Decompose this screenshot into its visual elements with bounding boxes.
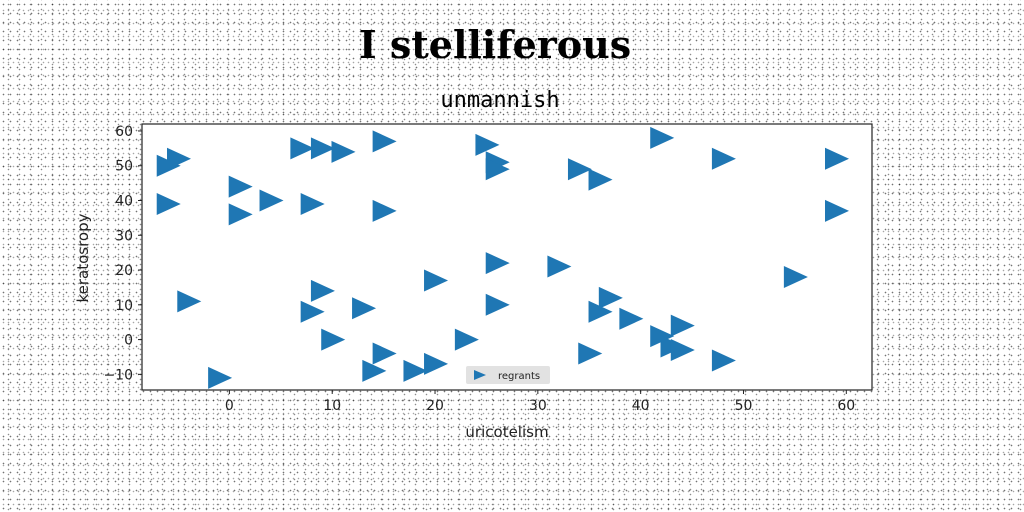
- data-point: [670, 339, 695, 362]
- data-point: [331, 140, 356, 163]
- axis-ticks-group: 0 10 20 30 40 50 60 −10 0 10 20 30 40 50 60: [103, 124, 855, 414]
- data-point: [485, 293, 510, 316]
- x-tick-label: 60: [837, 398, 855, 414]
- x-tick-label: 10: [323, 398, 341, 414]
- chart-title: I stelliferous: [358, 22, 632, 67]
- data-point: [259, 189, 284, 212]
- data-point: [352, 297, 377, 320]
- x-axis-label: uricotelism: [465, 423, 548, 441]
- legend-marker: [474, 370, 486, 380]
- x-tick-label: 20: [426, 398, 444, 414]
- data-point: [454, 328, 479, 351]
- data-point: [650, 325, 675, 348]
- data-point: [310, 137, 335, 160]
- data-point: [485, 252, 510, 275]
- data-point: [208, 366, 233, 389]
- data-points-group: [156, 126, 850, 389]
- data-point: [321, 328, 346, 351]
- data-point: [424, 269, 449, 292]
- data-point: [547, 255, 572, 278]
- data-point: [372, 130, 397, 153]
- data-point: [619, 307, 644, 330]
- y-tick-label: 30: [115, 228, 133, 244]
- x-tick-label: 30: [529, 398, 547, 414]
- y-tick-label: 20: [115, 263, 133, 279]
- data-point: [300, 300, 325, 323]
- data-point: [825, 147, 850, 170]
- x-tick-label: 40: [632, 398, 650, 414]
- y-tick-label: 10: [115, 298, 133, 314]
- y-tick-label: 40: [115, 193, 133, 209]
- data-point: [578, 342, 603, 365]
- y-axis-label: keratosropy: [74, 213, 92, 302]
- data-point: [783, 265, 808, 288]
- data-point: [711, 349, 736, 372]
- data-point: [567, 158, 592, 181]
- x-tick-label: 0: [225, 398, 234, 414]
- data-point: [650, 126, 675, 149]
- plot-area: [141, 123, 873, 391]
- data-point: [711, 147, 736, 170]
- data-point: [228, 175, 253, 198]
- data-point: [485, 158, 510, 181]
- y-tick-label: 60: [115, 124, 133, 140]
- legend-box: [466, 366, 550, 384]
- y-tick-label: 50: [115, 159, 133, 175]
- data-point: [290, 137, 315, 160]
- data-point: [228, 203, 253, 226]
- data-point: [362, 359, 387, 382]
- data-point: [372, 342, 397, 365]
- data-point: [166, 147, 191, 170]
- data-point: [825, 199, 850, 222]
- legend-label: regrants: [498, 371, 540, 382]
- data-point: [300, 192, 325, 215]
- data-point: [588, 168, 613, 191]
- x-tick-label: 50: [735, 398, 753, 414]
- data-point: [177, 290, 202, 313]
- legend: regrants: [466, 366, 550, 384]
- data-point: [403, 359, 428, 382]
- data-point: [475, 133, 500, 156]
- data-point: [156, 192, 181, 215]
- y-tick-label: 0: [124, 333, 133, 349]
- plot-title: unmannish: [440, 88, 560, 113]
- data-point: [310, 279, 335, 302]
- data-point: [424, 352, 449, 375]
- data-point: [372, 199, 397, 222]
- y-tick-label: −10: [103, 367, 133, 383]
- data-point: [588, 300, 613, 323]
- data-point: [670, 314, 695, 337]
- data-point: [598, 286, 623, 309]
